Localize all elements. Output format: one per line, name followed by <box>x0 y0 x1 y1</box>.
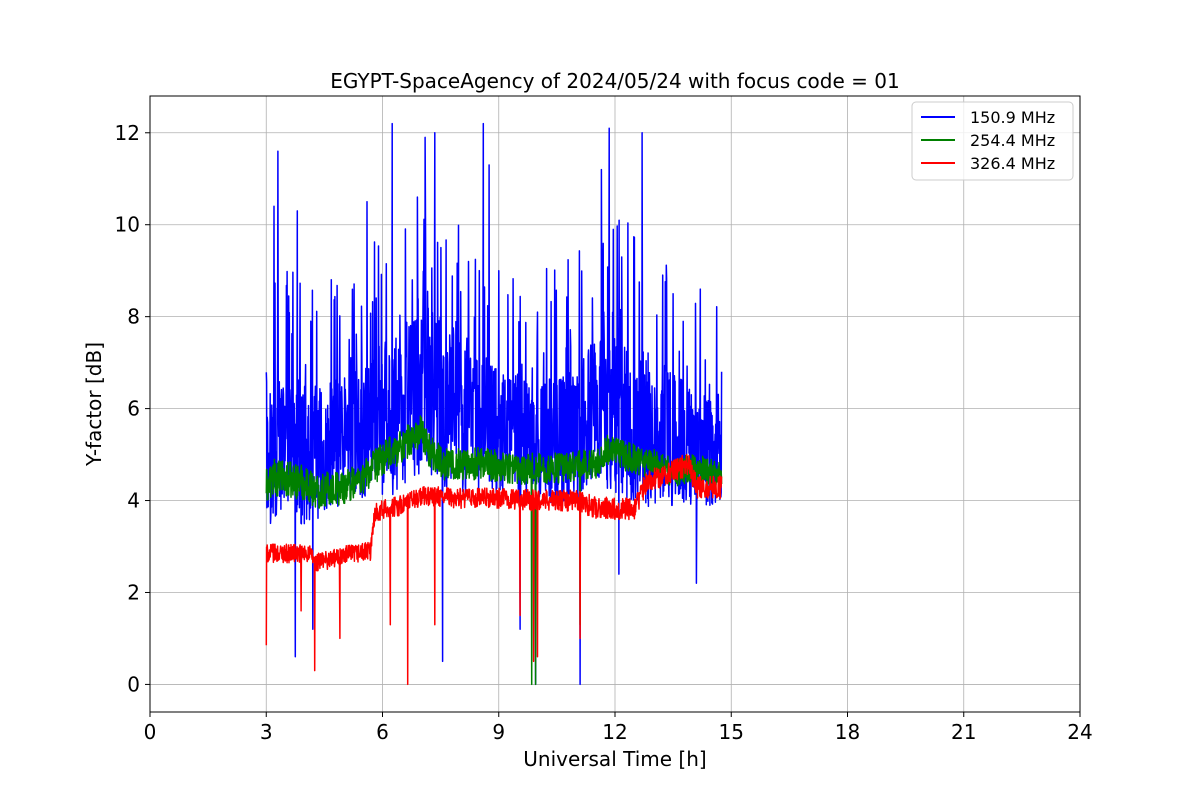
y-tick-label: 0 <box>127 672 140 696</box>
x-axis-ticks: 0 3 6 9 12 15 18 21 24 <box>144 712 1093 744</box>
y-tick-label: 6 <box>127 397 140 421</box>
series-layer <box>265 122 723 686</box>
x-tick-label: 9 <box>492 720 505 744</box>
y-tick-label: 4 <box>127 489 140 513</box>
x-tick-label: 18 <box>835 720 860 744</box>
y-tick-label: 8 <box>127 305 140 329</box>
y-tick-label: 2 <box>127 580 140 604</box>
x-tick-label: 3 <box>260 720 273 744</box>
legend: 150.9 MHz 254.4 MHz 326.4 MHz <box>911 101 1074 181</box>
y-tick-label: 10 <box>115 213 140 237</box>
y-axis-label: Y-factor [dB] <box>82 342 106 467</box>
series-line-326-4-mhz <box>265 453 723 686</box>
legend-box <box>911 101 1074 181</box>
x-tick-label: 12 <box>602 720 627 744</box>
x-tick-label: 15 <box>719 720 744 744</box>
series-line-254-4-mhz <box>265 415 723 686</box>
x-tick-label: 21 <box>951 720 976 744</box>
chart-title: EGYPT-SpaceAgency of 2024/05/24 with foc… <box>330 69 899 93</box>
legend-label-326-4-mhz: 326.4 MHz <box>970 154 1055 173</box>
legend-label-150-9-mhz: 150.9 MHz <box>970 108 1055 127</box>
legend-label-254-4-mhz: 254.4 MHz <box>970 131 1055 150</box>
x-tick-label: 24 <box>1067 720 1092 744</box>
x-tick-label: 0 <box>144 720 157 744</box>
y-axis-ticks: 0 2 4 6 8 10 12 <box>115 121 150 696</box>
y-tick-label: 12 <box>115 121 140 145</box>
x-axis-label: Universal Time [h] <box>523 747 706 771</box>
x-tick-label: 6 <box>376 720 389 744</box>
